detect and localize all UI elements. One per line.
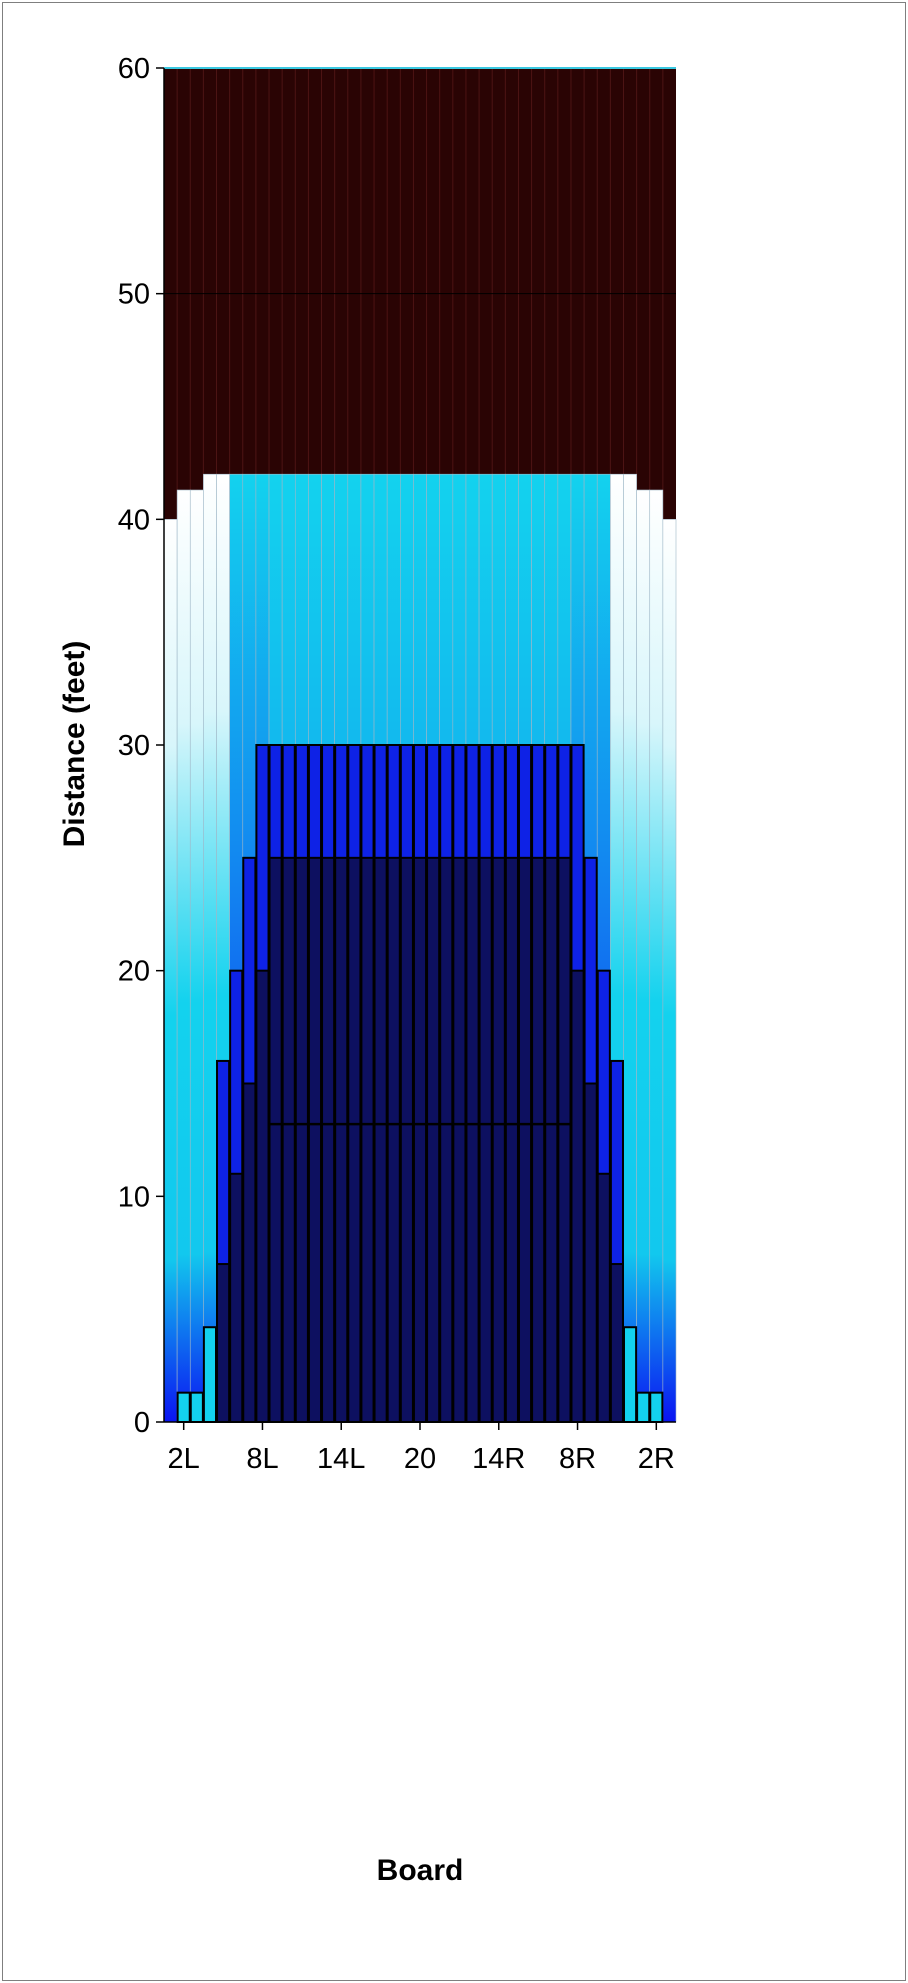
- heavy-oil-bar: [531, 856, 546, 1423]
- oil-column: [662, 519, 677, 1423]
- y-tick-label: 10: [118, 1181, 150, 1213]
- oil-column: [649, 489, 664, 1423]
- heavy-oil-bar: [452, 856, 467, 1423]
- heavy-oil-bar: [360, 856, 375, 1423]
- heavy-oil-bar: [557, 856, 572, 1423]
- heavy-oil-bar: [544, 856, 559, 1423]
- heavy-oil-bar: [229, 1172, 244, 1424]
- heavy-oil-bar: [281, 856, 296, 1423]
- heavy-oil-bar: [465, 856, 480, 1423]
- y-tick-label: 50: [118, 279, 150, 311]
- heavy-oil-bar: [399, 856, 414, 1423]
- y-tick-label: 0: [134, 1407, 150, 1439]
- heavy-oil-bar: [386, 856, 401, 1423]
- oil-column: [203, 473, 217, 1423]
- x-tick-label: 2L: [168, 1443, 200, 1475]
- heavy-oil-bar: [636, 1391, 651, 1423]
- axes: 0 10 20 30 40 50 60 2L 8L 14L 20 14R 8R 2R Board Dis…: [58, 53, 675, 1887]
- oil-column: [623, 473, 637, 1423]
- heavy-oil-bar: [334, 856, 349, 1423]
- oil-column: [189, 489, 204, 1423]
- heavy-oil-bar: [189, 1391, 204, 1423]
- x-tick-label: 14R: [472, 1443, 525, 1475]
- heavy-oil-bar: [412, 856, 428, 1423]
- heavy-oil-bar: [373, 856, 388, 1423]
- y-axis-title: Distance (feet): [58, 641, 91, 848]
- y-tick-label: 60: [118, 53, 150, 85]
- heavy-oil-bar: [321, 856, 336, 1423]
- heavy-oil-bar: [478, 856, 493, 1423]
- heavy-oil-bar: [294, 856, 309, 1423]
- x-tick-label: 14L: [317, 1443, 365, 1475]
- heavy-oil-bar: [517, 856, 533, 1423]
- oil-column: [636, 489, 651, 1423]
- y-tick-label: 30: [118, 730, 150, 762]
- heavy-oil-bar: [347, 856, 362, 1423]
- heavy-oil-bar: [570, 969, 585, 1424]
- heavy-oil-bar: [596, 1172, 611, 1424]
- heavy-oil-bar: [583, 1082, 598, 1423]
- y-axis: 0 10 20 30 40 50 60: [118, 53, 164, 1439]
- y-tick-label: 20: [118, 956, 150, 988]
- heavy-oil-bar: [649, 1391, 664, 1423]
- x-axis-title: Board: [377, 1854, 464, 1887]
- x-tick-label: 20: [404, 1443, 436, 1475]
- x-axis: 2L 8L 14L 20 14R 8R 2R: [168, 1422, 675, 1475]
- heavy-oil-bar: [242, 1082, 257, 1423]
- heavy-oil-bar: [491, 856, 506, 1423]
- heavy-oil-bar: [439, 856, 454, 1423]
- x-tick-label: 2R: [638, 1443, 675, 1475]
- heavy-oil-bar: [176, 1391, 191, 1423]
- heavy-oil-bar: [504, 856, 519, 1423]
- plot-area: [163, 67, 677, 1424]
- x-tick-label: 8R: [559, 1443, 596, 1475]
- heavy-oil-bar: [307, 856, 323, 1423]
- oil-column: [163, 519, 178, 1423]
- heavy-oil-bar: [216, 1263, 231, 1423]
- heavy-oil-bar: [268, 856, 283, 1423]
- x-tick-label: 8L: [246, 1443, 278, 1475]
- oil-column: [176, 489, 191, 1423]
- heavy-oil-bar: [622, 1326, 638, 1423]
- heavy-oil-bar: [426, 856, 441, 1423]
- heavy-oil-bar: [202, 1326, 218, 1423]
- heavy-oil-bar: [255, 969, 270, 1424]
- heavy-oil-bar: [609, 1263, 624, 1423]
- y-tick-label: 40: [118, 504, 150, 536]
